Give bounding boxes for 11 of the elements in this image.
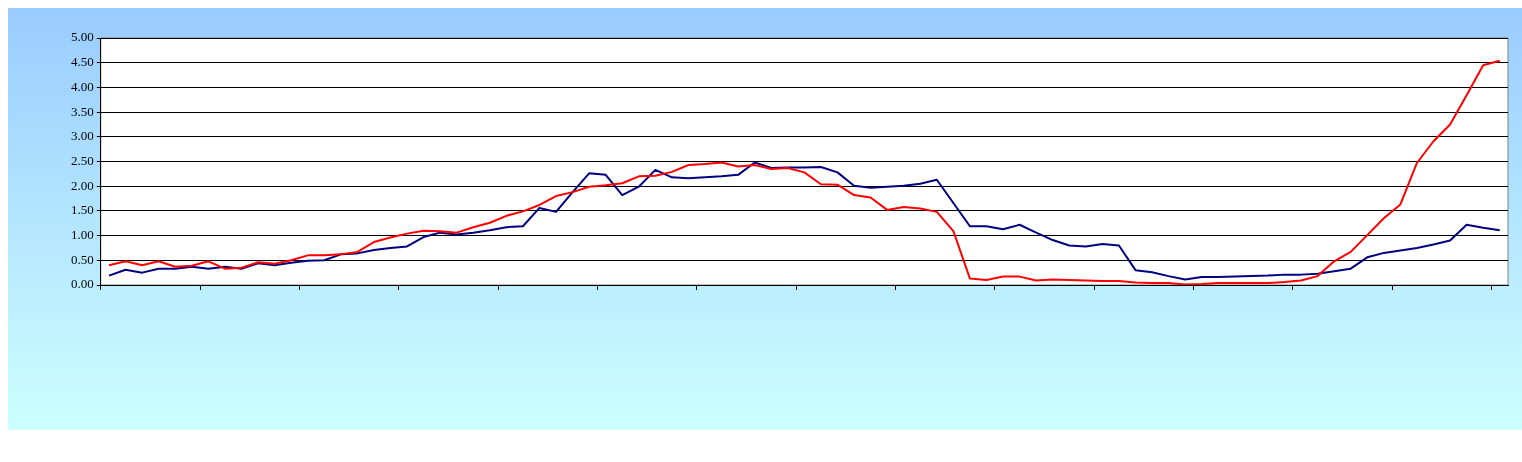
y-tick-label: 3.50 [71,103,94,119]
y-tick-label: 5.00 [71,29,94,45]
y-tick-label: 2.50 [71,152,94,168]
y-tick-label: 0.50 [71,251,94,267]
y-tick-label: 0.00 [71,276,94,292]
y-tick-label: 4.50 [71,54,94,70]
y-tick-label: 4.00 [71,78,94,94]
y-tick-label: 3.00 [71,128,94,144]
y-tick-label: 1.50 [71,202,94,218]
y-tick-label: 1.00 [71,227,94,243]
y-tick-label: 2.00 [71,177,94,193]
